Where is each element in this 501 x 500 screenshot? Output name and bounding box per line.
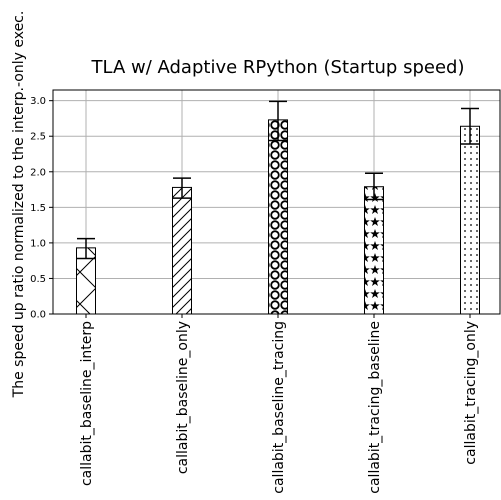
x-tick-label: callabit_tracing_baseline (367, 321, 383, 494)
x-tick-label: callabit_tracing_only (463, 321, 479, 465)
chart-title: TLA w/ Adaptive RPython (Startup speed) (91, 57, 465, 78)
y-tick-label: 0.0 (30, 310, 46, 321)
bar (268, 119, 288, 315)
error-bars (77, 100, 479, 260)
y-tick-label: 0.5 (30, 274, 46, 285)
y-tick-label: 2.5 (30, 132, 46, 143)
bar (364, 186, 384, 315)
y-tick-label: 1.5 (30, 203, 46, 214)
bar (172, 186, 192, 315)
x-tick-label: callabit_baseline_only (175, 321, 191, 474)
y-tick-label: 1.0 (30, 238, 46, 249)
y-tick-label: 3.0 (30, 96, 46, 107)
x-tick-label: callabit_baseline_tracing (271, 321, 287, 494)
bars (76, 119, 480, 315)
ticks: 0.0 0.5 1.0 1.5 2.0 2.5 3.0 callabit_baseline_i… (30, 96, 479, 494)
y-tick-label: 2.0 (30, 167, 46, 178)
x-tick-label: callabit_baseline_interp (79, 321, 95, 486)
y-axis-label: The speed up ratio normalized to the int… (11, 11, 27, 399)
bar (460, 125, 480, 315)
plot-frame (52, 89, 501, 315)
